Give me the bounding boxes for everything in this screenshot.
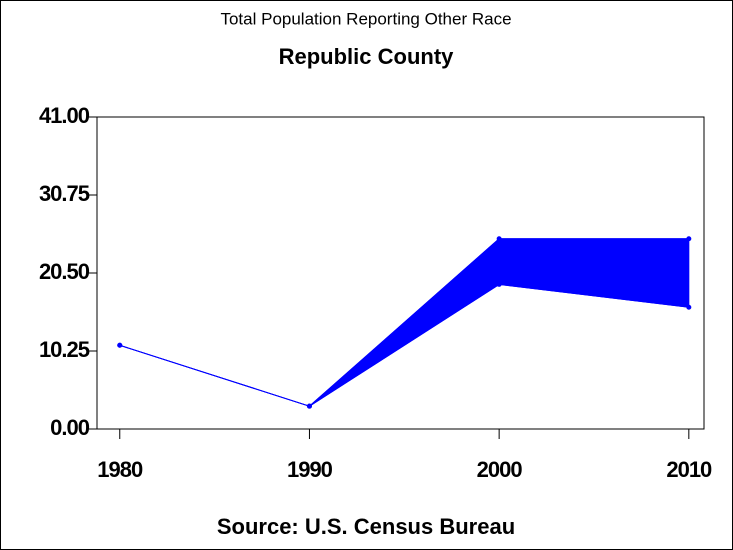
- chart-subtitle: Republic County: [279, 44, 455, 69]
- y-tick-label: 30.75: [39, 181, 90, 206]
- y-tick-label: 10.25: [39, 337, 90, 362]
- x-tick-label: 1980: [97, 457, 143, 482]
- point: [306, 403, 312, 409]
- y-tick-label: 0.00: [50, 415, 90, 440]
- footnote: Source: U.S. Census Bureau: [217, 514, 515, 539]
- point: [496, 281, 502, 287]
- line: [119, 283, 689, 407]
- chart-title: Total Population Reporting Other Race: [220, 9, 511, 28]
- x-tick-label: 1990: [287, 457, 333, 482]
- point: [117, 342, 123, 348]
- y-tick-label: 20.50: [39, 259, 90, 284]
- point: [496, 236, 502, 242]
- point: [686, 236, 692, 242]
- x-tick-label: 2000: [477, 457, 523, 482]
- x-tick-label: 2010: [666, 457, 712, 482]
- y-tick-label: 41.00: [39, 103, 90, 128]
- point: [686, 304, 692, 310]
